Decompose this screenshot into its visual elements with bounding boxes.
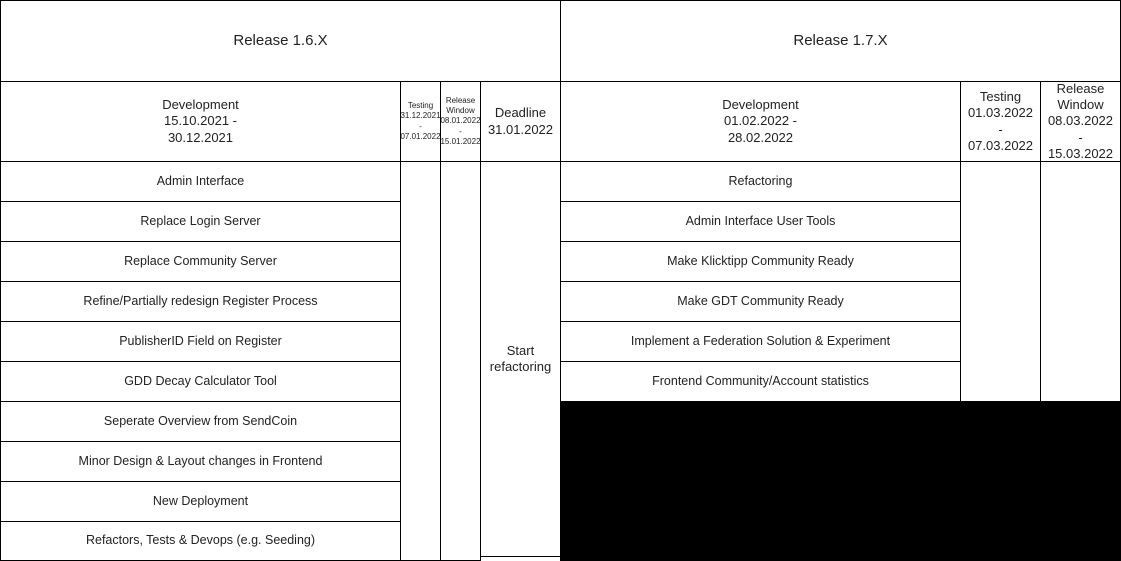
release-16x-task-row[interactable]: PublisherID Field on Register: [0, 321, 401, 362]
release-16x-testing-body: [400, 161, 441, 561]
release-17x-task-row[interactable]: Make Klicktipp Community Ready: [560, 241, 961, 282]
release-17x-testing-body: [960, 161, 1041, 402]
release-16x-task-row[interactable]: New Deployment: [0, 481, 401, 522]
release-17x-task-row[interactable]: Frontend Community/Account statistics: [560, 361, 961, 402]
release-17x-task-row[interactable]: Admin Interface User Tools: [560, 201, 961, 242]
release-17x-release-window-body: [1040, 161, 1121, 402]
release-16x-task-row[interactable]: Refactors, Tests & Devops (e.g. Seeding): [0, 521, 401, 561]
release-16x-release-window-header: Release Window 08.01.2022 - 15.01.2022: [440, 81, 481, 162]
release-17x-task-row[interactable]: Implement a Federation Solution & Experi…: [560, 321, 961, 362]
release-16x-task-row[interactable]: Refine/Partially redesign Register Proce…: [0, 281, 401, 322]
release-17x-release-window-header: Release Window 08.03.2022 - 15.03.2022: [1040, 81, 1121, 162]
release-16x-task-row[interactable]: GDD Decay Calculator Tool: [0, 361, 401, 402]
release-17x-testing-header: Testing 01.03.2022 - 07.03.2022: [960, 81, 1041, 162]
release-17x-task-row[interactable]: Make GDT Community Ready: [560, 281, 961, 322]
release-16x-deadline-note: Start refactoring: [480, 161, 561, 557]
release-17x-title: Release 1.7.X: [560, 0, 1121, 82]
release-16x-release-window-body: [440, 161, 481, 561]
release-16x-task-row[interactable]: Admin Interface: [0, 161, 401, 202]
release-17x-task-row[interactable]: Refactoring: [560, 161, 961, 202]
release-16x-task-row[interactable]: Seperate Overview from SendCoin: [0, 401, 401, 442]
blacked-out-region: [560, 401, 1121, 561]
release-16x-development-header: Development 15.10.2021 - 30.12.2021: [0, 81, 401, 162]
release-16x-testing-header: Testing 31.12.2021 - 07.01.2022: [400, 81, 441, 162]
release-16x-task-row[interactable]: Minor Design & Layout changes in Fronten…: [0, 441, 401, 482]
release-16x-deadline-header: Deadline 31.01.2022: [480, 81, 561, 162]
release-16x-task-row[interactable]: Replace Login Server: [0, 201, 401, 242]
release-17x-development-header: Development 01.02.2022 - 28.02.2022: [560, 81, 961, 162]
release-16x-task-row[interactable]: Replace Community Server: [0, 241, 401, 282]
release-16x-title: Release 1.6.X: [0, 0, 561, 82]
